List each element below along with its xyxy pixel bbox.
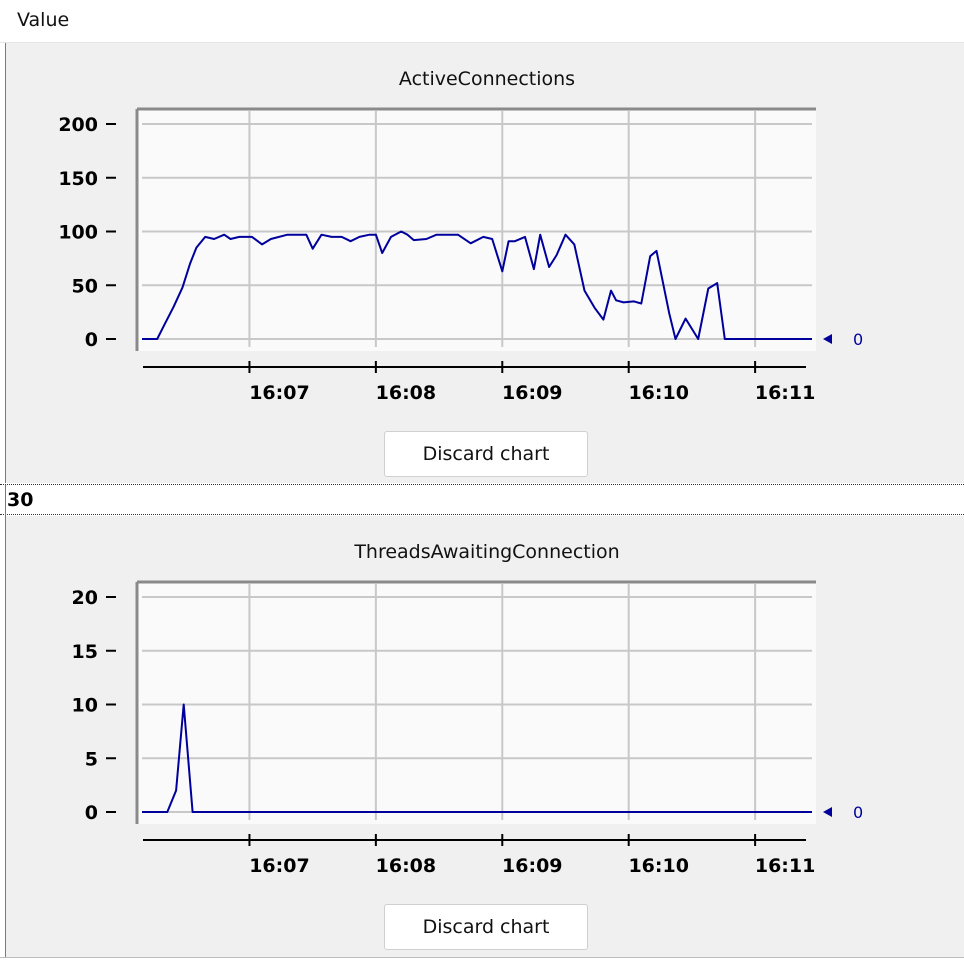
series-line — [142, 703, 812, 813]
threads-awaiting-chart: ThreadsAwaitingConnection 0 5 10 15 20 16:07 16… — [72, 541, 864, 877]
row-divider — [5, 485, 6, 516]
y-tick-label: 10 — [72, 695, 98, 717]
y-tick-label: 0 — [85, 329, 98, 351]
y-tick-label: 200 — [58, 114, 98, 136]
bottom-border — [0, 957, 964, 960]
y-tick-label: 20 — [72, 587, 98, 609]
x-tick-label: 16:10 — [628, 855, 688, 877]
y-tick-label: 5 — [85, 748, 98, 770]
table-row[interactable]: 30 — [0, 484, 964, 516]
table-header: Value — [0, 0, 964, 43]
discard-chart-button[interactable]: Discard chart — [384, 431, 588, 477]
y-tick-label: 50 — [72, 275, 98, 297]
plot-area — [137, 109, 816, 351]
y-tick-label: 0 — [85, 802, 98, 824]
x-tick-label: 16:09 — [502, 855, 562, 877]
x-tick-label: 16:11 — [755, 382, 815, 404]
y-tick-label: 15 — [72, 641, 98, 663]
row-value: 30 — [7, 489, 34, 511]
chart-panel-active-connections: ActiveConnections 0 50 100 150 200 16:07 16:08 1… — [5, 43, 964, 483]
current-value-marker-icon — [823, 334, 832, 344]
current-value-marker-icon — [823, 807, 832, 817]
plot-area — [137, 582, 816, 824]
chart-panel-threads-awaiting: ThreadsAwaitingConnection 0 5 10 15 20 16:07 16… — [5, 516, 964, 957]
x-tick-label: 16:07 — [249, 855, 309, 877]
x-tick-label: 16:08 — [376, 855, 436, 877]
current-value-label: 0 — [853, 803, 863, 822]
y-tick-label: 150 — [58, 168, 98, 190]
discard-chart-button[interactable]: Discard chart — [384, 904, 588, 950]
x-tick-label: 16:07 — [249, 382, 309, 404]
chart-title: ThreadsAwaitingConnection — [353, 541, 619, 563]
value-column-header[interactable]: Value — [17, 9, 70, 31]
series-line — [142, 230, 812, 340]
x-tick-label: 16:11 — [755, 855, 815, 877]
current-value-label: 0 — [853, 330, 863, 349]
x-tick-label: 16:10 — [628, 382, 688, 404]
chart-title: ActiveConnections — [399, 68, 575, 90]
active-connections-chart: ActiveConnections 0 50 100 150 200 16:07 16:08 1… — [58, 68, 863, 404]
y-tick-label: 100 — [58, 222, 98, 244]
x-tick-label: 16:09 — [502, 382, 562, 404]
x-tick-label: 16:08 — [376, 382, 436, 404]
